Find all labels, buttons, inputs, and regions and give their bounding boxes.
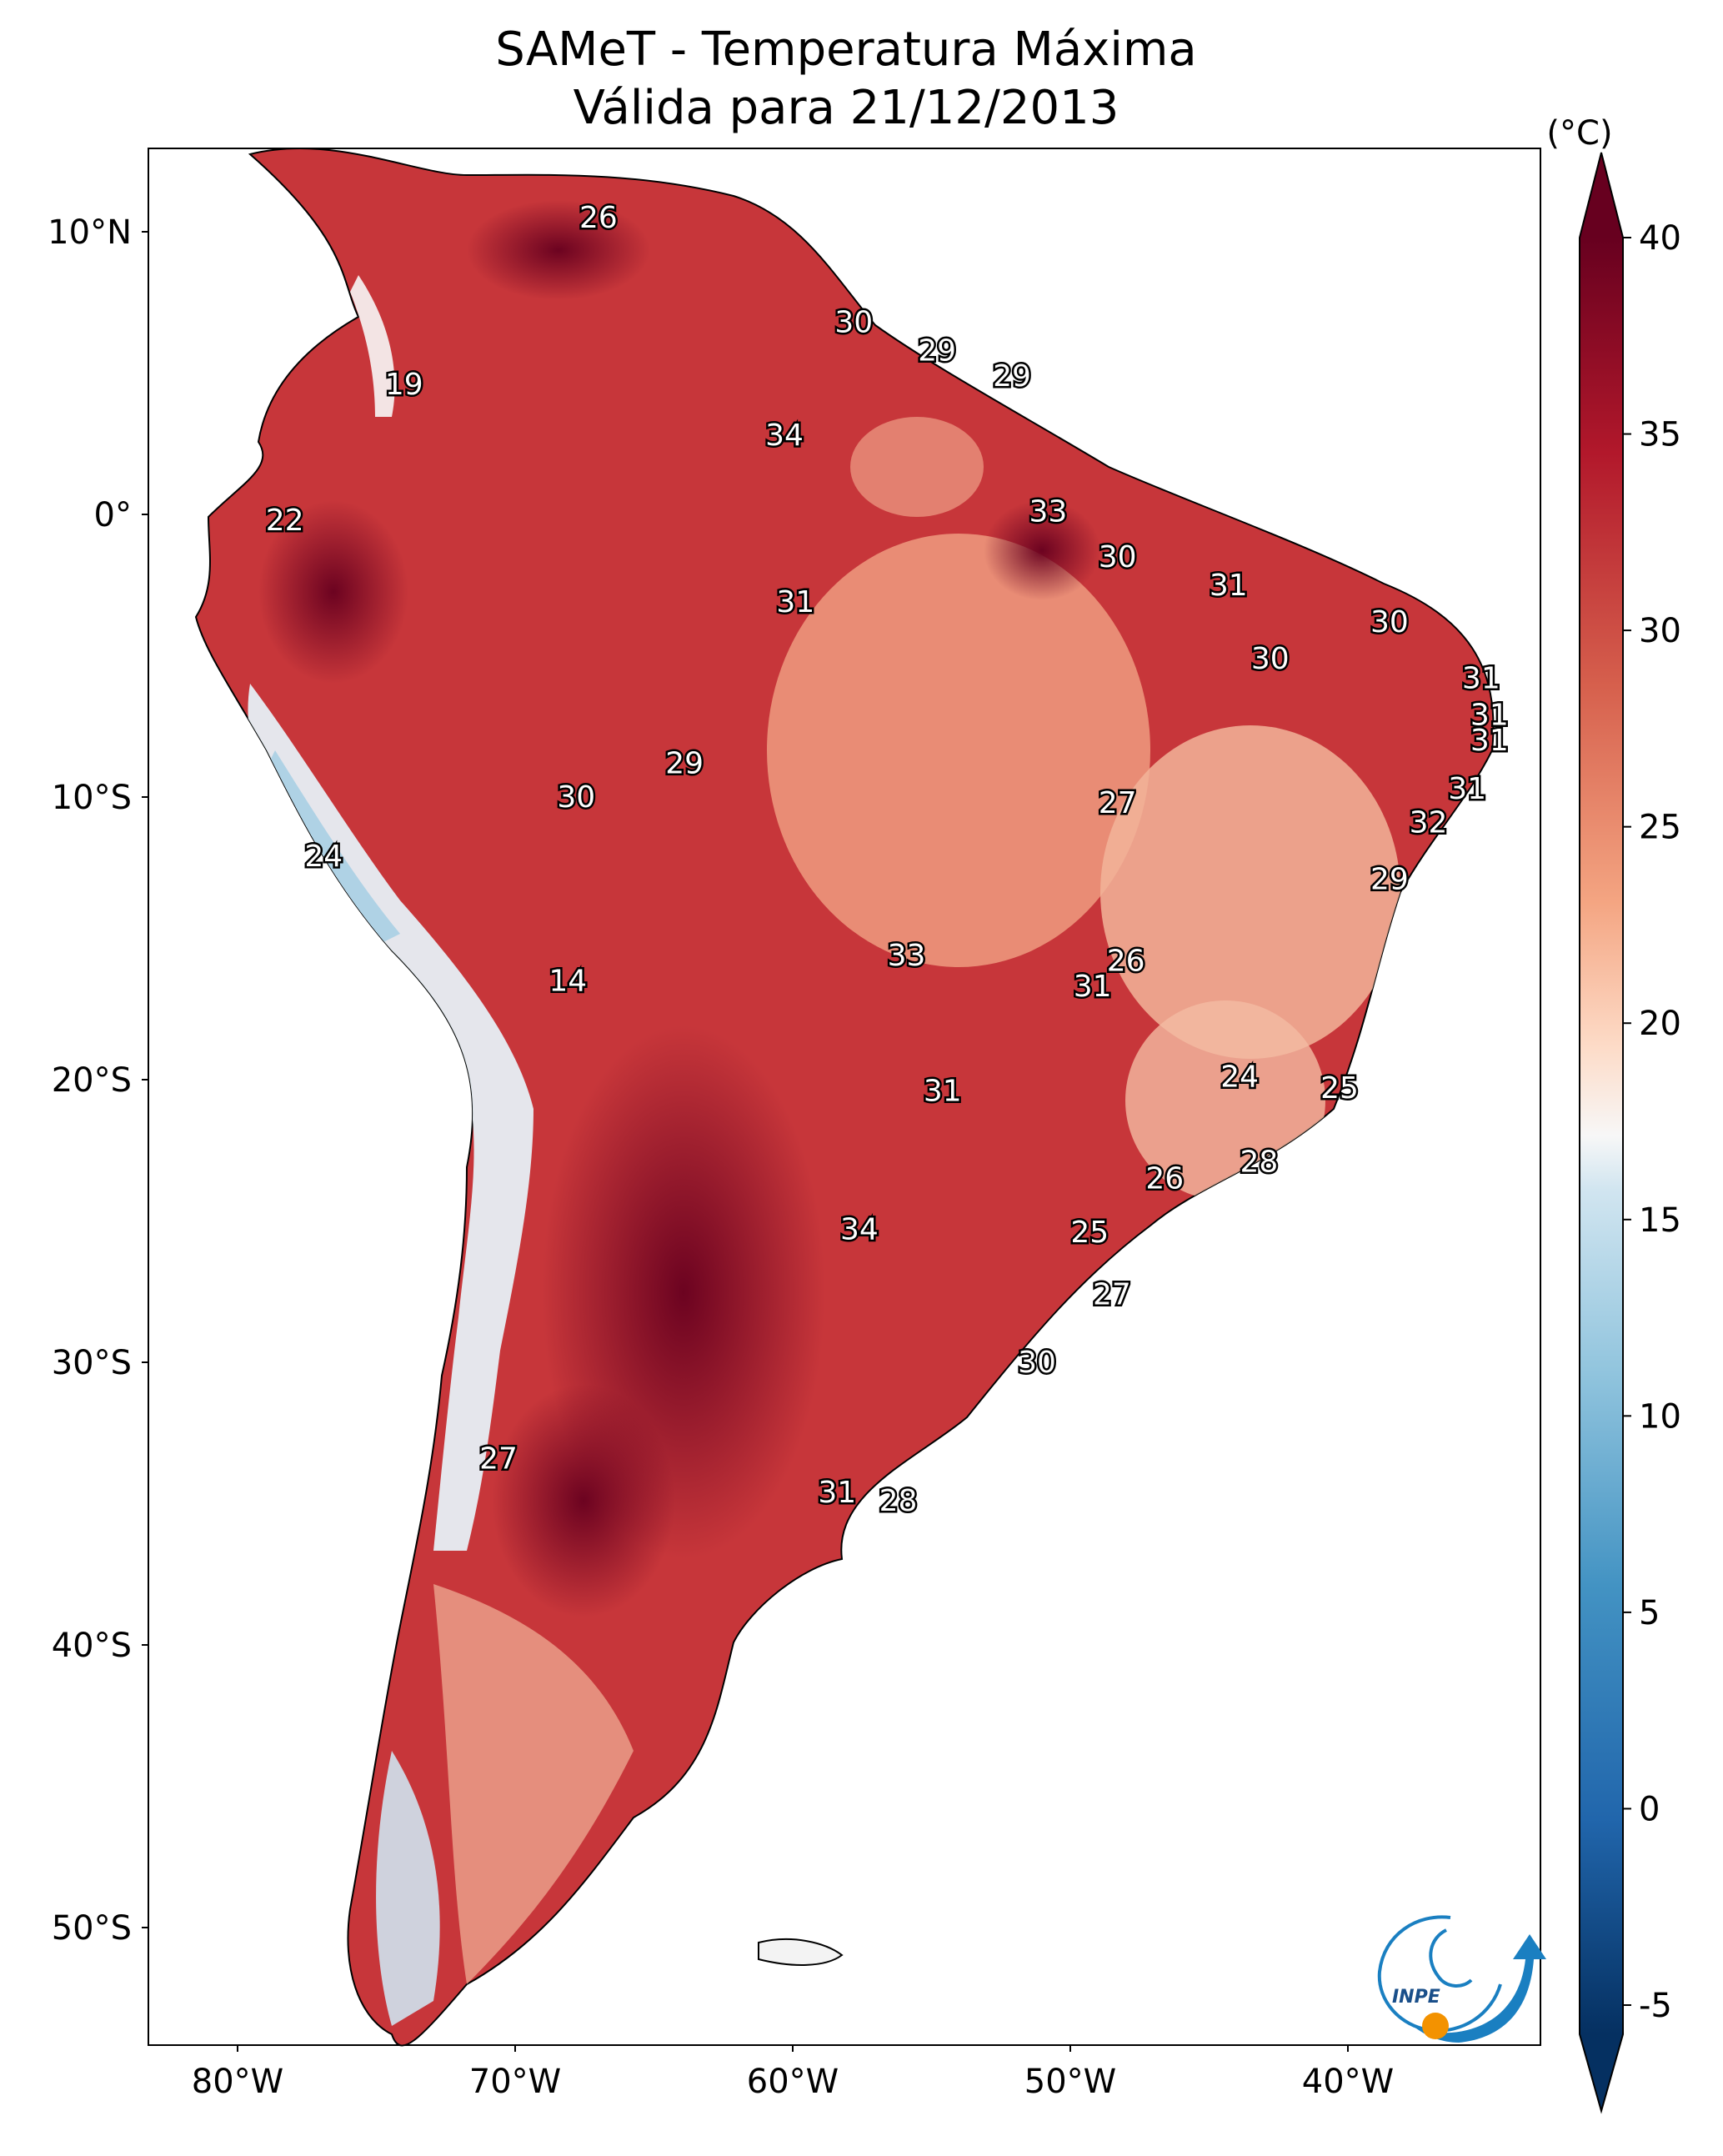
- point-value-label: 29: [665, 746, 704, 780]
- colorbar-tick-label: 15: [1639, 1201, 1681, 1240]
- point-value-label: 32: [1410, 806, 1448, 840]
- logo-text: INPE: [1392, 1987, 1440, 2008]
- logo-orange-dot: [1422, 2013, 1449, 2039]
- warm-zone-bahia: [1100, 725, 1400, 1059]
- point-value-label: 30: [1251, 642, 1290, 676]
- colorbar-extend-top: [1580, 153, 1623, 238]
- point-value-label: 29: [1370, 862, 1409, 896]
- point-value-label: 19: [385, 368, 423, 402]
- colorbar-tick-label: 35: [1639, 416, 1681, 454]
- lon-tick-label: 70°W: [469, 2063, 561, 2101]
- warm-zone-central-brazil: [767, 534, 1150, 967]
- point-value-label: 30: [1370, 605, 1409, 639]
- lat-tick-label: 20°S: [52, 1061, 132, 1100]
- point-value-label: 34: [840, 1213, 879, 1247]
- longitude-labels: 80°W 70°W 60°W 50°W 40°W: [192, 2045, 1394, 2101]
- lat-tick-label: 10°S: [52, 779, 132, 817]
- point-value-label: 30: [834, 305, 873, 339]
- colorbar-tick-label: 40: [1639, 219, 1681, 258]
- point-value-label: 27: [479, 1442, 518, 1476]
- lon-tick-label: 40°W: [1302, 2063, 1394, 2101]
- hot-zone-venezuela: [467, 200, 650, 300]
- point-value-label: 28: [879, 1484, 918, 1518]
- latitude-labels: 10°N 0° 10°S 20°S 30°S 40°S 50°S: [48, 213, 148, 1948]
- point-value-label: 30: [1099, 540, 1137, 574]
- colorbar-tick-label: 20: [1639, 1005, 1681, 1043]
- colorbar: -5 0 5 10 15 20 25 30 35 40 (°C): [1546, 114, 1681, 2114]
- point-value-label: 30: [1018, 1346, 1056, 1380]
- point-value-label: 31: [924, 1075, 962, 1109]
- point-value-label: 31: [1470, 724, 1509, 758]
- warm-zone-minas: [1125, 1000, 1325, 1201]
- point-value-label: 33: [1029, 495, 1067, 529]
- point-value-label: 25: [1070, 1216, 1109, 1250]
- logo-orbit-icon: [1377, 1915, 1502, 2033]
- point-value-label: 24: [304, 840, 343, 874]
- lat-tick-label: 30°S: [52, 1344, 132, 1382]
- point-value-label: 22: [266, 504, 304, 538]
- point-value-label: 31: [1210, 569, 1248, 603]
- hot-zone-amazon-west: [258, 500, 408, 684]
- colorbar-extend-bottom: [1580, 2034, 1623, 2111]
- cool-zone-colombia-andes: [350, 275, 395, 417]
- point-value-label: 33: [888, 939, 926, 973]
- point-value-label: 28: [1240, 1145, 1279, 1179]
- colorbar-tick-label: 5: [1639, 1594, 1660, 1632]
- map-title: SAMeT - Temperatura Máxima: [495, 23, 1197, 77]
- lon-tick-label: 80°W: [192, 2063, 283, 2101]
- point-value-label: 29: [918, 333, 956, 368]
- colorbar-tick-label: 0: [1639, 1790, 1660, 1828]
- point-value-label: 30: [557, 780, 595, 815]
- lat-tick-label: 10°N: [48, 213, 132, 252]
- point-value-label: 26: [579, 201, 618, 235]
- lon-tick-label: 60°W: [747, 2063, 839, 2101]
- logo-arrow-icon: [1413, 1934, 1546, 2043]
- point-value-label: 25: [1320, 1071, 1359, 1106]
- colorbar-outline: [1579, 152, 1624, 2114]
- colorbar-unit-label: (°C): [1546, 114, 1612, 153]
- point-value-label: 24: [1220, 1060, 1259, 1095]
- temperature-field: [194, 148, 1495, 2047]
- colorbar-tick-label: 30: [1639, 612, 1681, 650]
- point-value-label: 26: [1107, 945, 1145, 979]
- lat-tick-label: 40°S: [52, 1627, 132, 1665]
- falklands-islands: [758, 1938, 844, 1966]
- lat-tick-label: 50°S: [52, 1909, 132, 1948]
- colorbar-ticks: -5 0 5 10 15 20 25 30 35 40: [1623, 219, 1681, 2025]
- point-value-label: 34: [765, 419, 804, 453]
- cool-zone-patagonia: [376, 1751, 440, 2026]
- colorbar-gradient-bar: [1580, 238, 1623, 2034]
- colorbar-tick-label: 10: [1639, 1397, 1681, 1436]
- point-value-label: 31: [1470, 699, 1509, 733]
- point-value-label: 26: [1145, 1162, 1184, 1196]
- lat-tick-label: 0°: [94, 496, 132, 534]
- colorbar-tick-label: 25: [1639, 809, 1681, 847]
- lon-tick-label: 50°W: [1024, 2063, 1116, 2101]
- point-value-label: 31: [1448, 772, 1486, 806]
- point-value-label: 29: [993, 359, 1031, 394]
- point-value-label: 31: [1074, 970, 1112, 1004]
- inpe-logo: INPE: [1377, 1915, 1546, 2043]
- cool-zone-andes: [248, 684, 533, 1551]
- point-value-label: 31: [1462, 662, 1500, 696]
- point-value-label: 31: [818, 1476, 856, 1510]
- point-value-label: 27: [1093, 1278, 1131, 1312]
- point-value-label: 14: [548, 964, 587, 998]
- colorbar-tick-label: -5: [1639, 1987, 1672, 2025]
- point-value-label: 27: [1099, 786, 1137, 820]
- point-value-label: 31: [776, 585, 814, 619]
- map-subtitle: Válida para 21/12/2013: [573, 81, 1119, 135]
